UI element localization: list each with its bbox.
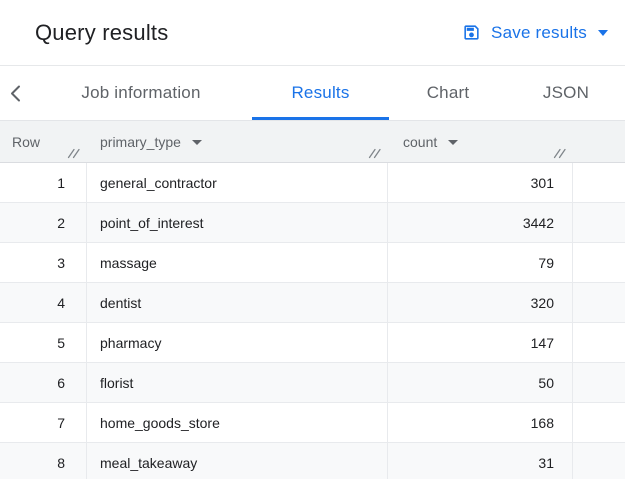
table-row[interactable]: 8 meal_takeaway 31: [0, 443, 625, 479]
tab-label: JSON: [542, 83, 590, 102]
primary-type-cell: point_of_interest: [87, 203, 388, 242]
tab-json[interactable]: JSON: [507, 66, 625, 120]
count-cell: 168: [388, 403, 573, 442]
results-table: Row primary_type count: [0, 121, 625, 479]
count-cell: 301: [388, 163, 573, 202]
primary-type-cell: meal_takeaway: [87, 443, 388, 479]
filler-cell: [573, 443, 625, 479]
chevron-left-icon: [11, 85, 20, 101]
column-label: Row: [12, 133, 41, 150]
primary-type-cell: home_goods_store: [87, 403, 388, 442]
save-icon: [464, 25, 479, 40]
tab-label: Chart: [426, 83, 470, 102]
column-header-primary-type[interactable]: primary_type: [87, 121, 388, 162]
table-row[interactable]: 6 florist 50: [0, 363, 625, 403]
row-number-cell: 7: [0, 403, 87, 442]
table-body: 1 general_contractor 301 2 point_of_inte…: [0, 163, 625, 479]
column-header-row[interactable]: Row: [0, 121, 87, 162]
table-row[interactable]: 7 home_goods_store 168: [0, 403, 625, 443]
tab-bar: Job information Results Chart JSON: [0, 66, 625, 121]
row-number-cell: 6: [0, 363, 87, 402]
count-cell: 147: [388, 323, 573, 362]
column-header-count[interactable]: count: [388, 121, 573, 162]
sort-caret-icon[interactable]: [191, 140, 202, 145]
count-cell: 79: [388, 243, 573, 282]
column-label: count: [403, 133, 438, 150]
table-row[interactable]: 1 general_contractor 301: [0, 163, 625, 203]
filler-cell: [573, 323, 625, 362]
filler-cell: [573, 203, 625, 242]
table-row[interactable]: 4 dentist 320: [0, 283, 625, 323]
column-resize-icon[interactable]: [368, 148, 382, 159]
primary-type-cell: massage: [87, 243, 388, 282]
results-header: Query results Save results: [0, 0, 625, 66]
count-cell: 3442: [388, 203, 573, 242]
table-row[interactable]: 5 pharmacy 147: [0, 323, 625, 363]
table-header-row: Row primary_type count: [0, 121, 625, 163]
table-row[interactable]: 2 point_of_interest 3442: [0, 203, 625, 243]
filler-cell: [573, 163, 625, 202]
header-filler-cell: [573, 121, 625, 162]
tab-label: Results: [291, 83, 350, 102]
save-results-button[interactable]: Save results: [462, 23, 608, 43]
count-cell: 50: [388, 363, 573, 402]
filler-cell: [573, 243, 625, 282]
row-number-cell: 5: [0, 323, 87, 362]
filler-cell: [573, 283, 625, 322]
tab-results[interactable]: Results: [252, 66, 389, 120]
row-number-cell: 8: [0, 443, 87, 479]
filler-cell: [573, 363, 625, 402]
sort-caret-icon[interactable]: [448, 140, 459, 145]
column-label: primary_type: [100, 133, 181, 150]
primary-type-cell: general_contractor: [87, 163, 388, 202]
tab-label: Job information: [81, 83, 201, 102]
dropdown-caret-icon: [598, 29, 608, 36]
primary-type-cell: pharmacy: [87, 323, 388, 362]
table-row[interactable]: 3 massage 79: [0, 243, 625, 283]
row-number-cell: 4: [0, 283, 87, 322]
column-resize-icon[interactable]: [67, 148, 81, 159]
filler-cell: [573, 403, 625, 442]
count-cell: 320: [388, 283, 573, 322]
save-results-label: Save results: [491, 22, 587, 42]
primary-type-cell: florist: [87, 363, 388, 402]
page-title: Query results: [35, 19, 169, 45]
row-number-cell: 1: [0, 163, 87, 202]
column-resize-icon[interactable]: [553, 148, 567, 159]
tab-job-information[interactable]: Job information: [30, 66, 252, 120]
row-number-cell: 3: [0, 243, 87, 282]
row-number-cell: 2: [0, 203, 87, 242]
primary-type-cell: dentist: [87, 283, 388, 322]
active-tab-underline: [252, 117, 389, 120]
count-cell: 31: [388, 443, 573, 479]
back-chevron-button[interactable]: [0, 66, 30, 120]
tab-chart[interactable]: Chart: [389, 66, 507, 120]
